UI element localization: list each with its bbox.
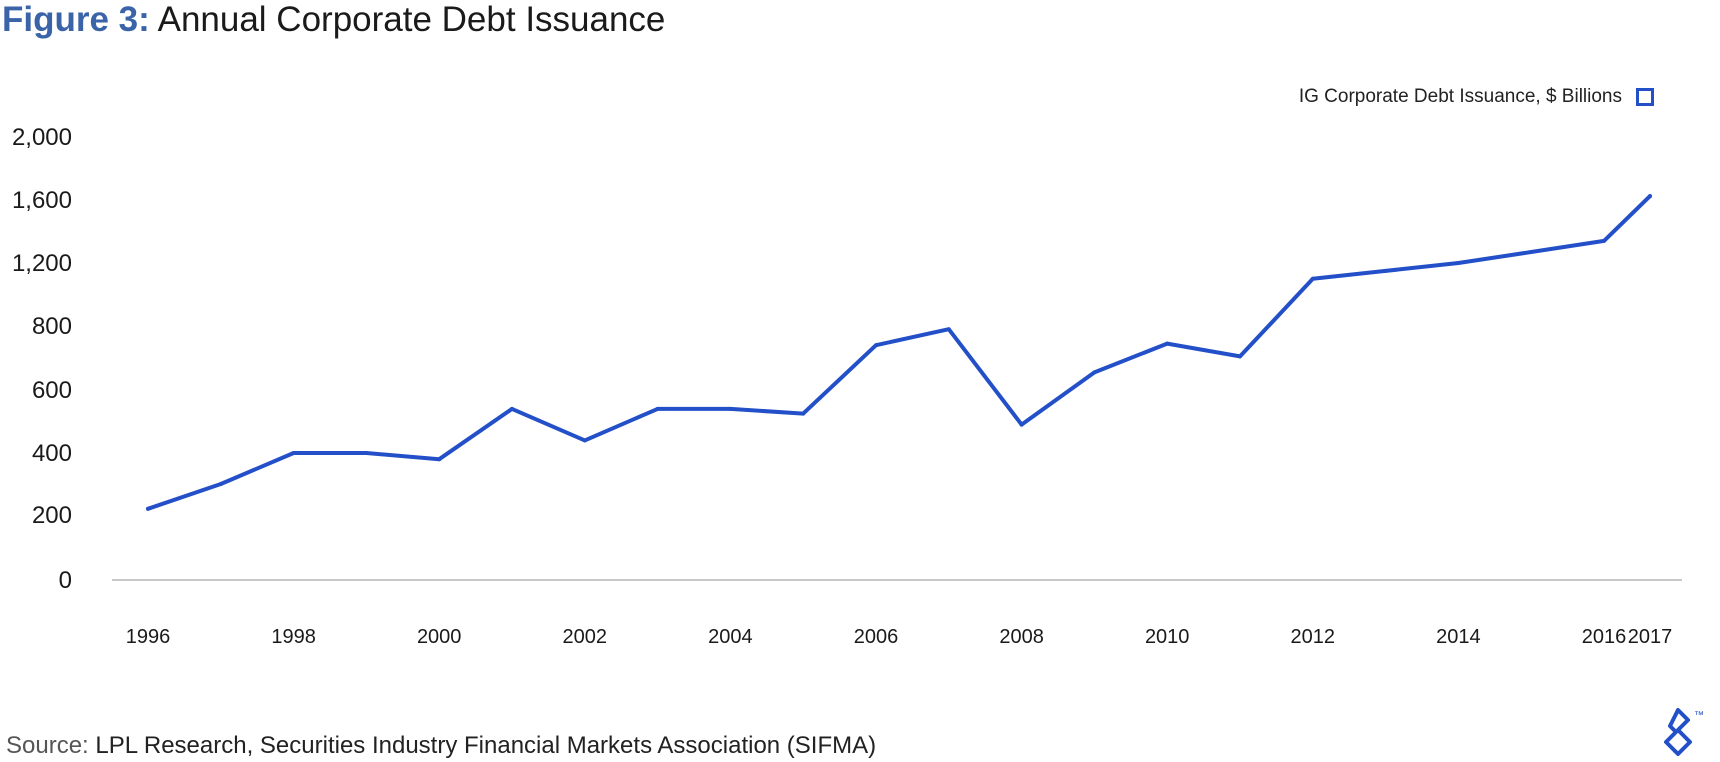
- figure-title: Figure 3: Annual Corporate Debt Issuance: [2, 0, 665, 40]
- data-point: [1383, 268, 1388, 273]
- data-point: [801, 411, 806, 416]
- data-point: [1019, 422, 1024, 427]
- y-tick-label: 200: [32, 502, 72, 529]
- y-tick-label: 1,600: [12, 187, 72, 214]
- data-point: [146, 506, 150, 511]
- x-tick-label: 2012: [1291, 626, 1336, 648]
- x-tick-label: 1996: [126, 626, 171, 648]
- data-point: [1238, 354, 1242, 359]
- x-tick-label: 2008: [999, 626, 1044, 648]
- x-tick-label: 1998: [271, 626, 316, 648]
- data-point: [655, 406, 660, 411]
- legend-label: IG Corporate Debt Issuance, $ Billions: [1298, 86, 1622, 107]
- chart-series: [146, 194, 1652, 511]
- y-tick-label: 1,200: [12, 250, 72, 277]
- y-tick-label: 800: [32, 313, 72, 340]
- y-tick-label: 400: [32, 440, 72, 467]
- trademark-mark: ™: [1694, 710, 1704, 721]
- x-tick-label: 2000: [417, 626, 462, 648]
- data-point: [510, 406, 514, 411]
- x-tick-label: 2004: [708, 626, 753, 648]
- data-point: [1165, 341, 1170, 346]
- data-point: [437, 457, 442, 462]
- figure-number: Figure 3:: [2, 0, 150, 39]
- series-line: [146, 194, 1652, 511]
- x-tick-label: 2017: [1628, 626, 1673, 648]
- legend: IG Corporate Debt Issuance, $ Billions: [1299, 86, 1654, 108]
- source-lead: Source:: [6, 732, 89, 759]
- source-note: Source: LPL Research, Securities Industr…: [6, 731, 876, 761]
- toptal-logo-icon: ™: [1664, 708, 1704, 756]
- logo-mark-shape: [1664, 708, 1692, 756]
- data-point: [874, 343, 878, 348]
- data-point: [728, 406, 733, 411]
- data-point: [1529, 250, 1534, 254]
- data-point: [1310, 276, 1315, 281]
- data-point: [291, 451, 296, 455]
- y-tick-label: 0: [59, 567, 72, 594]
- data-point: [1648, 194, 1652, 199]
- source-text: LPL Research, Securities Industry Financ…: [95, 732, 877, 759]
- data-point: [218, 482, 223, 486]
- x-tick-label: 2006: [854, 626, 899, 648]
- data-point: [1092, 370, 1097, 375]
- x-tick-label: 2014: [1436, 626, 1481, 648]
- data-point: [1602, 238, 1606, 243]
- data-point: [364, 451, 369, 455]
- y-tick-label: 600: [32, 377, 72, 404]
- x-tick-label: 2010: [1145, 626, 1190, 648]
- data-point: [946, 327, 951, 332]
- x-tick-label: 2016: [1582, 626, 1627, 648]
- data-point: [582, 438, 587, 443]
- y-tick-label: 2,000: [12, 124, 72, 151]
- x-tick-label: 2002: [563, 626, 608, 648]
- legend-swatch: [1636, 88, 1654, 106]
- chart-axes: 0 200 400 600 800 1,200 1,600 2,000 1996 1998 2000…: [12, 124, 1682, 648]
- figure-title-text: Annual Corporate Debt Issuance: [157, 0, 666, 39]
- data-point: [1456, 261, 1461, 265]
